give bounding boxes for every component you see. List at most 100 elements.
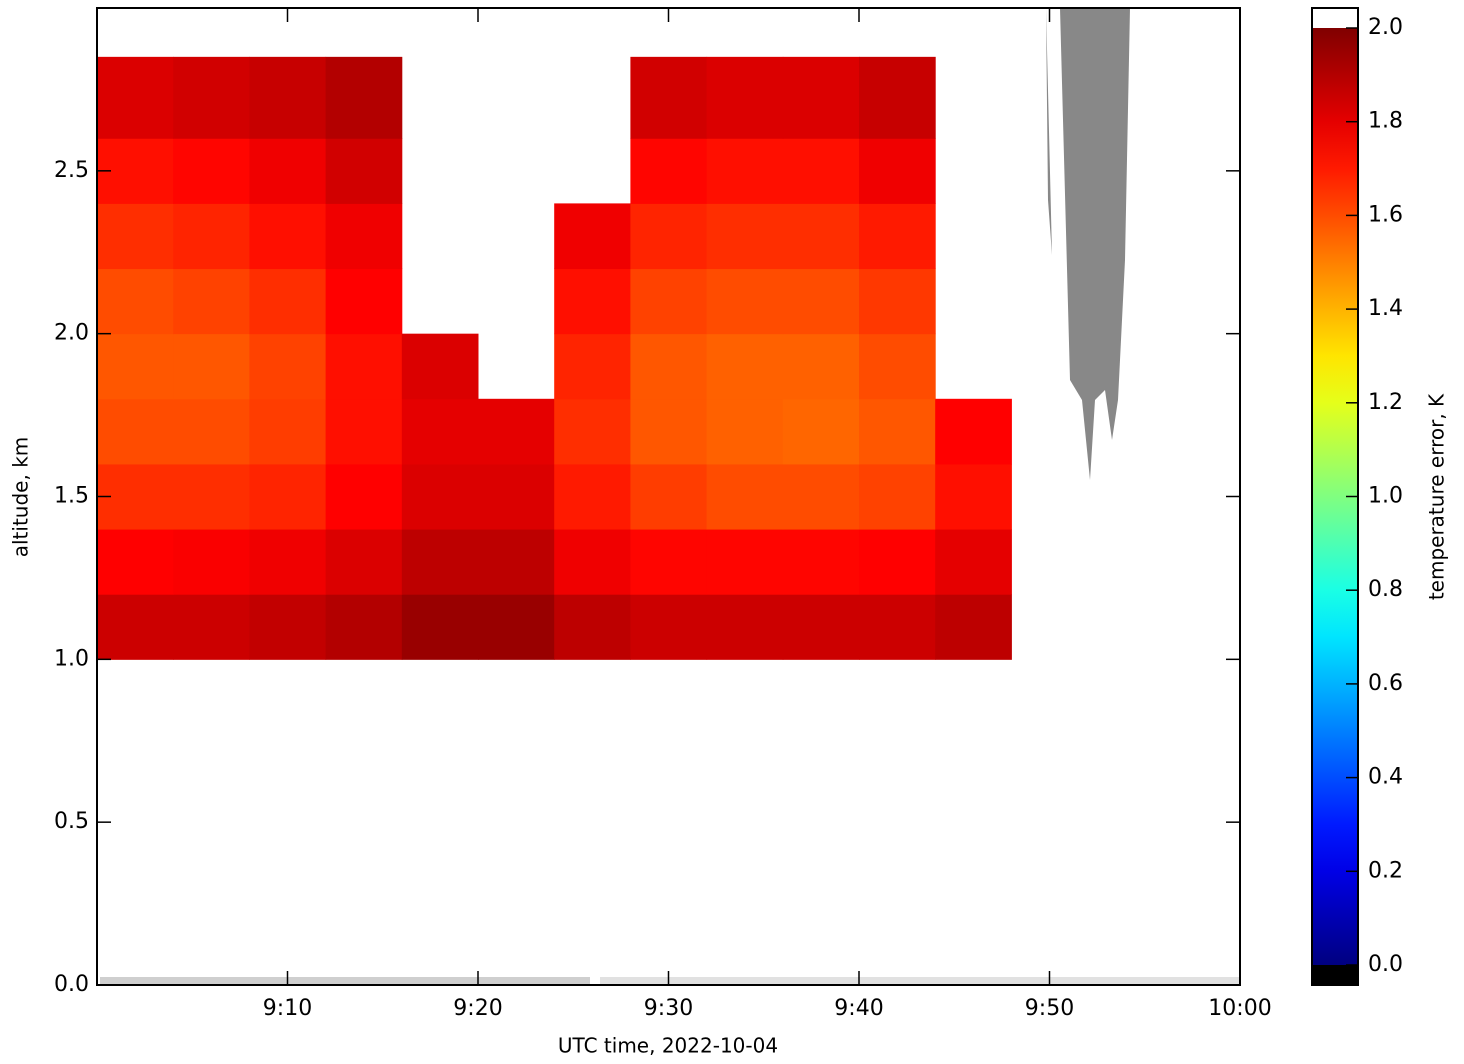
y-tick-label: 2.5 <box>54 158 89 183</box>
colorbar-tick-label: 0.4 <box>1368 765 1403 790</box>
heatmap-cell <box>325 203 403 270</box>
heatmap-cell <box>325 398 403 465</box>
colorbar-tick-label: 0.6 <box>1368 671 1403 696</box>
x-tick-label: 10:00 <box>1208 996 1271 1021</box>
heatmap-cell <box>401 398 479 465</box>
heatmap-cell <box>859 463 936 530</box>
heatmap-cell <box>249 594 327 660</box>
heatmap-cell <box>97 529 174 595</box>
heatmap-cell <box>97 594 174 660</box>
heatmap-cell <box>935 529 1012 595</box>
heatmap-cell <box>706 398 784 465</box>
heatmap-cell <box>173 268 250 335</box>
heatmap-cell <box>782 333 860 400</box>
colorbar-extend-high <box>1312 8 1358 30</box>
heatmap-cell <box>706 529 784 595</box>
heatmap-cell <box>325 138 403 204</box>
heatmap-cell <box>782 594 860 660</box>
heatmap-cell <box>859 529 936 595</box>
heatmap-cell <box>782 463 860 530</box>
heatmap-cell <box>859 138 936 204</box>
heatmap-cell <box>782 398 860 465</box>
x-tick-label: 9:50 <box>1025 996 1074 1021</box>
y-tick-label: 1.0 <box>54 646 89 671</box>
heatmap-cell <box>630 268 708 335</box>
heatmap-cell <box>630 594 708 660</box>
y-tick-label: 2.0 <box>54 321 89 346</box>
heatmap-cell <box>401 333 479 400</box>
heatmap-cell <box>173 594 250 660</box>
colorbar-tick-label: 0.0 <box>1368 952 1403 977</box>
heatmap-cell <box>554 463 631 530</box>
x-tick-label: 9:10 <box>263 996 312 1021</box>
colorbar-tick-label: 1.0 <box>1368 484 1403 509</box>
heatmap-cell <box>706 203 784 270</box>
heatmap-cell <box>97 203 174 270</box>
heatmap-cell <box>859 56 936 139</box>
heatmap-cell <box>249 56 327 139</box>
heatmap-cell <box>249 463 327 530</box>
heatmap-cell <box>554 594 631 660</box>
heatmap-cell <box>97 56 174 139</box>
y-tick-label: 1.5 <box>54 484 89 509</box>
heatmap-cell <box>782 268 860 335</box>
heatmap-cell <box>401 594 479 660</box>
heatmap-cell <box>859 203 936 270</box>
heatmap-cell <box>935 463 1012 530</box>
heatmap-cell <box>706 138 784 204</box>
x-tick-label: 9:20 <box>453 996 502 1021</box>
heatmap-cell <box>859 398 936 465</box>
heatmap-cell <box>782 203 860 270</box>
heatmap-cell <box>630 463 708 530</box>
heatmap-cell <box>249 398 327 465</box>
heatmap-cell <box>782 56 860 139</box>
heatmap-cell <box>173 333 250 400</box>
colorbar-tick-label: 0.2 <box>1368 858 1403 883</box>
y-tick-label: 0.5 <box>54 809 89 834</box>
x-tick-label: 9:40 <box>834 996 883 1021</box>
heatmap-cell <box>554 203 631 270</box>
heatmap-cell <box>249 529 327 595</box>
heatmap-cell <box>401 463 479 530</box>
heatmap-cell <box>249 333 327 400</box>
missing-data <box>100 8 1240 985</box>
heatmap-cell <box>97 333 174 400</box>
heatmap-cell <box>630 398 708 465</box>
colorbar-tick-label: 1.2 <box>1368 390 1403 415</box>
heatmap-cell <box>859 268 936 335</box>
heatmap-cell <box>554 333 631 400</box>
heatmap-cell <box>325 529 403 595</box>
heatmap-cell <box>249 203 327 270</box>
x-axis-label: UTC time, 2022-10-04 <box>558 1034 778 1058</box>
heatmap-cell <box>554 398 631 465</box>
heatmap-cell <box>401 529 479 595</box>
heatmap-cell <box>554 268 631 335</box>
heatmap-cell <box>630 529 708 595</box>
heatmap-cell <box>706 594 784 660</box>
heatmap-cell <box>325 333 403 400</box>
heatmap-cell <box>173 529 250 595</box>
heatmap-cell <box>630 138 708 204</box>
heatmap-cell <box>859 594 936 660</box>
heatmap-cell <box>935 398 1012 465</box>
heatmap-cell <box>478 594 555 660</box>
y-tick-label: 0.0 <box>54 972 89 997</box>
heatmap-cell <box>630 56 708 139</box>
colorbar-tick-label: 1.4 <box>1368 296 1403 321</box>
heatmap-cell <box>325 268 403 335</box>
heatmap-cell <box>173 463 250 530</box>
heatmap-cell <box>173 203 250 270</box>
heatmap-cell <box>706 56 784 139</box>
heatmap-cell <box>173 138 250 204</box>
colorbar-tick-label: 1.8 <box>1368 109 1403 134</box>
heatmap-cell <box>97 268 174 335</box>
colorbar-tick-label: 1.6 <box>1368 202 1403 227</box>
heatmap-cell <box>478 463 555 530</box>
heatmap-cell <box>554 529 631 595</box>
heatmap-cell <box>782 138 860 204</box>
x-tick-label: 9:30 <box>644 996 693 1021</box>
heatmap-cell <box>706 268 784 335</box>
heatmap-cell <box>325 594 403 660</box>
heatmap <box>97 56 1012 660</box>
